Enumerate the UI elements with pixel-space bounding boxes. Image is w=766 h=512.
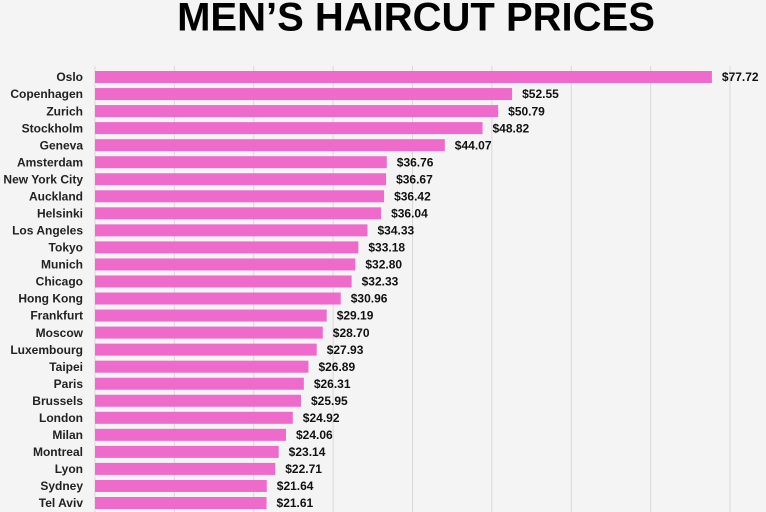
- bar: [95, 497, 267, 509]
- value-label: $32.33: [362, 275, 399, 289]
- value-label: $44.07: [455, 138, 492, 152]
- y-tick-label: Brussels: [32, 394, 83, 408]
- y-tick-label: Hong Kong: [18, 292, 83, 306]
- y-tick-label: Sydney: [40, 479, 83, 493]
- value-label: $22.71: [285, 462, 322, 476]
- bar: [95, 343, 317, 356]
- value-label: $36.04: [391, 206, 428, 220]
- y-tick-label: Amsterdam: [17, 155, 83, 169]
- y-tick-label: Frankfurt: [30, 309, 83, 323]
- bar: [95, 275, 352, 288]
- bar: [95, 411, 293, 424]
- value-label: $24.92: [303, 411, 340, 425]
- value-label: $24.06: [296, 428, 333, 442]
- bar: [95, 479, 267, 492]
- bar: [95, 428, 286, 441]
- bar: [95, 292, 341, 305]
- value-label: $28.70: [333, 326, 370, 340]
- bar: [95, 122, 483, 135]
- bar: [95, 309, 327, 322]
- value-label: $48.82: [493, 121, 530, 135]
- bar: [95, 394, 301, 407]
- value-label: $52.55: [522, 87, 559, 101]
- chart-title: MEN’S HAIRCUT PRICES: [177, 0, 655, 40]
- value-label: $26.31: [314, 377, 351, 391]
- bar: [95, 173, 387, 186]
- value-label: $30.96: [351, 292, 388, 306]
- y-tick-label: Oslo: [56, 70, 83, 84]
- y-tick-label: Luxembourg: [10, 343, 83, 357]
- value-label: $23.14: [289, 445, 326, 459]
- bar: [95, 326, 323, 339]
- bar: [95, 88, 513, 101]
- value-label: $36.42: [394, 189, 431, 203]
- y-tick-label: Munich: [41, 258, 83, 272]
- bar: [95, 258, 356, 271]
- y-tick-label: Lyon: [55, 462, 83, 476]
- bar: [95, 190, 385, 203]
- bar: [95, 224, 368, 237]
- y-tick-label: Montreal: [33, 445, 83, 459]
- bar: [95, 156, 387, 169]
- y-tick-label: Stockholm: [22, 121, 83, 135]
- value-label: $50.79: [508, 104, 545, 118]
- value-label: $33.18: [368, 241, 405, 255]
- y-tick-label: Chicago: [36, 275, 83, 289]
- y-tick-label: New York City: [3, 172, 83, 186]
- value-label: $32.80: [365, 258, 402, 272]
- y-tick-label: Tel Aviv: [39, 496, 84, 510]
- y-tick-label: Tokyo: [49, 241, 83, 255]
- value-label: $34.33: [377, 224, 414, 238]
- y-tick-label: Paris: [54, 377, 84, 391]
- bar: [95, 360, 309, 373]
- y-tick-label: Milan: [52, 428, 83, 442]
- y-tick-label: Zurich: [46, 104, 83, 118]
- value-label: $26.89: [318, 360, 355, 374]
- value-label: $21.64: [277, 479, 314, 493]
- bar: [95, 139, 445, 152]
- y-tick-label: Moscow: [36, 326, 84, 340]
- bar: [95, 241, 359, 254]
- bar: [95, 71, 712, 83]
- y-tick-label: Copenhagen: [10, 87, 83, 101]
- bar: [95, 105, 499, 118]
- y-tick-label: London: [39, 411, 83, 425]
- bar: [95, 445, 279, 458]
- value-label: $36.67: [396, 172, 433, 186]
- bar: [95, 462, 276, 475]
- value-label: $77.72: [722, 70, 759, 84]
- y-tick-label: Los Angeles: [12, 224, 83, 238]
- y-tick-label: Helsinki: [37, 206, 83, 220]
- value-label: $25.95: [311, 394, 348, 408]
- y-tick-label: Taipei: [49, 360, 83, 374]
- value-label: $27.93: [327, 343, 364, 357]
- bar: [95, 377, 304, 390]
- y-tick-label: Auckland: [29, 189, 83, 203]
- bar: [95, 207, 382, 220]
- y-tick-label: Geneva: [40, 138, 84, 152]
- value-label: $29.19: [337, 309, 374, 323]
- value-label: $21.61: [277, 496, 314, 510]
- value-label: $36.76: [397, 155, 434, 169]
